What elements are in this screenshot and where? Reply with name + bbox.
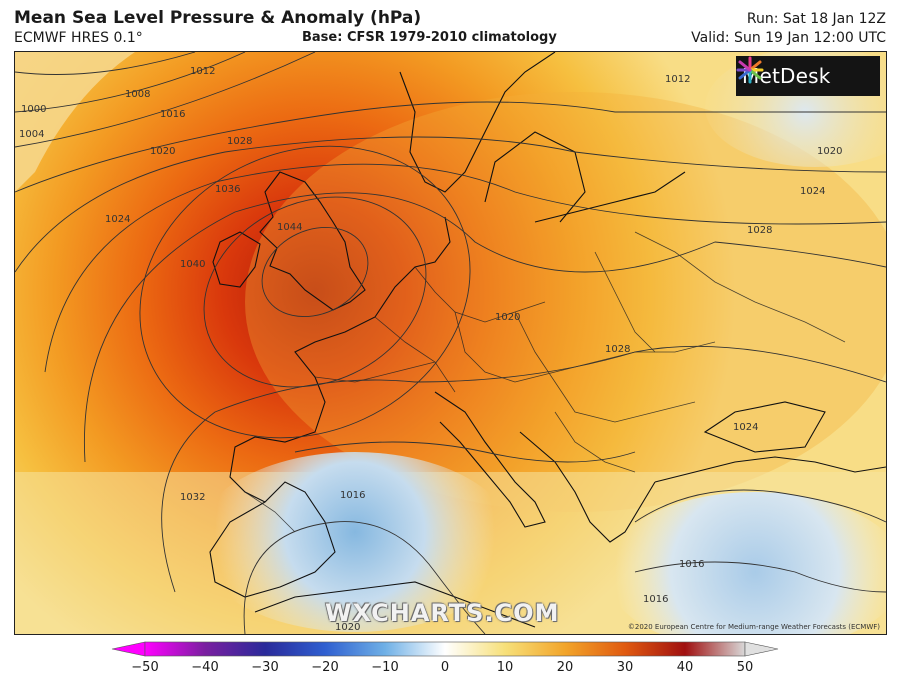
- colorbar-min-arrow: [111, 641, 146, 657]
- colorbar-tick: 30: [616, 660, 634, 675]
- colorbar-tick: 40: [676, 660, 694, 675]
- isobar-label: 1024: [733, 422, 758, 433]
- colorbar-scale: [111, 641, 779, 657]
- colorbar-tick: 50: [736, 660, 754, 675]
- isobar-label: 1016: [643, 594, 668, 605]
- isobar-label: 1012: [190, 66, 215, 77]
- climatology-base: Base: CFSR 1979-2010 climatology: [302, 30, 557, 45]
- colorbar-gradient: [144, 641, 746, 657]
- isobar-label: 1004: [19, 129, 44, 140]
- colorbar-tick: −20: [311, 660, 339, 675]
- isobar-label: 1028: [227, 136, 252, 147]
- isobar-label: 1012: [665, 74, 690, 85]
- model-name: ECMWF HRES 0.1°: [14, 30, 143, 46]
- copyright-notice: ©2020 European Centre for Medium-range W…: [627, 623, 880, 631]
- isobar-label: 1016: [340, 490, 365, 501]
- pressure-anomaly-map[interactable]: 1012 1008 1004 1000 1016 1020 1028 1036 …: [14, 51, 887, 635]
- colorbar-tick: −50: [131, 660, 159, 675]
- isobar-label: 1036: [215, 184, 240, 195]
- coastlines: [209, 52, 886, 628]
- colorbar-tick: 20: [556, 660, 574, 675]
- chart-title: Mean Sea Level Pressure & Anomaly (hPa): [14, 8, 422, 28]
- isobar-label: 1032: [180, 492, 205, 503]
- metdesk-starburst-icon: [736, 56, 764, 84]
- run-time: Run: Sat 18 Jan 12Z: [746, 11, 886, 27]
- isobar-label: 1024: [800, 186, 825, 197]
- isobar-label: 1008: [125, 89, 150, 100]
- colorbar-tick: −10: [371, 660, 399, 675]
- colorbar-tick: −30: [251, 660, 279, 675]
- valid-time: Valid: Sun 19 Jan 12:00 UTC: [691, 30, 886, 46]
- colorbar-tick: −40: [191, 660, 219, 675]
- colorbar-max-arrow: [744, 641, 779, 657]
- isobar-label: 1024: [105, 214, 130, 225]
- isobar-label: 1016: [679, 559, 704, 570]
- isobar-label: 1020: [817, 146, 842, 157]
- isobar-label: 1020: [150, 146, 175, 157]
- isobar-label: 1020: [495, 312, 520, 323]
- isobar-label: 1028: [605, 344, 630, 355]
- wxcharts-watermark: WXCHARTS.COM: [325, 599, 560, 627]
- colorbar: −50 −40 −30 −20 −10 0 10 20 30 40 50: [0, 636, 900, 689]
- isobar-label: 1016: [160, 109, 185, 120]
- colorbar-tick: 10: [496, 660, 514, 675]
- header: Mean Sea Level Pressure & Anomaly (hPa) …: [0, 0, 900, 50]
- map-canvas: 1012 1008 1004 1000 1016 1020 1028 1036 …: [15, 52, 886, 634]
- isobar-label: 1040: [180, 259, 205, 270]
- isobar-labels: 1012 1008 1004 1000 1016 1020 1028 1036 …: [19, 66, 842, 633]
- isobars: [15, 52, 886, 634]
- isobar-label: 1000: [21, 104, 46, 115]
- country-borders: [244, 231, 846, 533]
- isobar-label: 1020: [335, 622, 360, 633]
- colorbar-tick: 0: [440, 660, 450, 675]
- isobar-label: 1028: [747, 225, 772, 236]
- metdesk-logo: MetDesk: [736, 56, 880, 96]
- isobar-label: 1044: [277, 222, 302, 233]
